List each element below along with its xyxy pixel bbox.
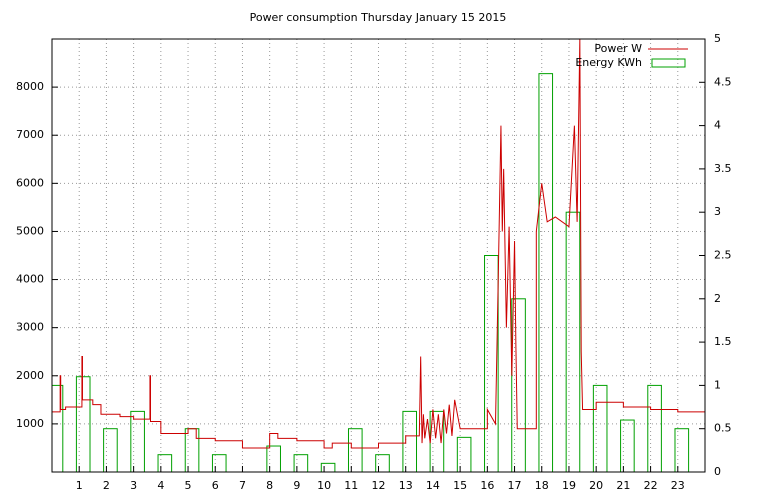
y2-tick-label: 1 <box>714 378 721 391</box>
x-tick-label: 1 <box>76 479 83 492</box>
bar <box>620 419 635 472</box>
x-tick-label: 16 <box>480 479 494 492</box>
x-tick-label: 3 <box>130 479 137 492</box>
x-tick-label: 23 <box>671 479 685 492</box>
x-tick-label: 12 <box>372 479 386 492</box>
x-tick-label: 15 <box>453 479 467 492</box>
x-tick-label: 5 <box>185 479 192 492</box>
y2-tick-label: 4 <box>714 119 721 132</box>
bar <box>484 255 499 472</box>
x-tick-label: 4 <box>157 479 164 492</box>
legend-label: Power W <box>594 42 642 55</box>
x-tick-label: 19 <box>562 479 576 492</box>
y2-tick-label: 3.5 <box>714 162 732 175</box>
y2-tick-label: 0 <box>714 465 721 478</box>
x-tick-label: 17 <box>508 479 522 492</box>
y2-tick-label: 3 <box>714 205 721 218</box>
x-tick-label: 20 <box>589 479 603 492</box>
y-tick-label: 2000 <box>16 369 44 382</box>
power-line <box>52 39 705 449</box>
x-tick-label: 7 <box>239 479 246 492</box>
x-tick-label: 18 <box>535 479 549 492</box>
x-tick-label: 8 <box>266 479 273 492</box>
y-tick-label: 6000 <box>16 176 44 189</box>
x-tick-label: 13 <box>399 479 413 492</box>
y-tick-label: 1000 <box>16 417 44 430</box>
y-tick-label: 5000 <box>16 224 44 237</box>
plot-border <box>51 38 706 473</box>
x-tick-label: 6 <box>212 479 219 492</box>
y2-tick-label: 5 <box>714 32 721 45</box>
y-tick-label: 8000 <box>16 80 44 93</box>
bar <box>402 410 418 472</box>
y2-tick-label: 2.5 <box>714 249 732 262</box>
legend-label: Energy KWh <box>575 56 642 69</box>
x-tick-label: 22 <box>644 479 658 492</box>
bar <box>674 428 690 472</box>
bar <box>130 410 145 472</box>
y-tick-label: 3000 <box>16 321 44 334</box>
y-tick-label: 7000 <box>16 128 44 141</box>
x-tick-label: 2 <box>103 479 110 492</box>
y-tick-label: 4000 <box>16 273 44 286</box>
legend-swatch <box>651 58 686 68</box>
x-tick-label: 21 <box>616 479 630 492</box>
x-tick-label: 11 <box>344 479 358 492</box>
x-tick-label: 10 <box>317 479 331 492</box>
bar <box>347 428 363 472</box>
y2-tick-label: 4.5 <box>714 75 732 88</box>
plot-area <box>52 39 705 472</box>
x-tick-label: 14 <box>426 479 440 492</box>
y2-tick-label: 1.5 <box>714 335 732 348</box>
chart-title: Power consumption Thursday January 15 20… <box>250 11 507 24</box>
bar <box>103 428 118 472</box>
y2-tick-label: 0.5 <box>714 422 732 435</box>
y2-tick-label: 2 <box>714 292 721 305</box>
x-tick-label: 9 <box>293 479 300 492</box>
